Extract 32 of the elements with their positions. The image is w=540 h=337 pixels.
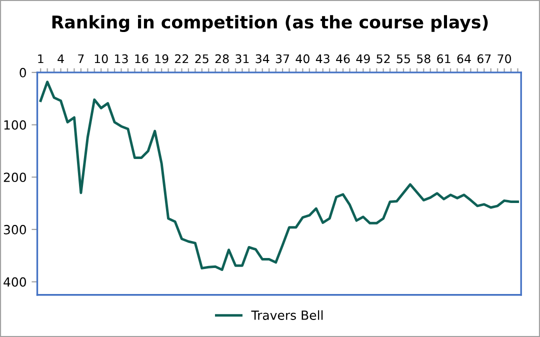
legend-label: Travers Bell — [251, 310, 323, 320]
x-tick-label: 40 — [296, 54, 310, 64]
x-tick-label: 10 — [94, 54, 108, 64]
x-tick-label: 46 — [336, 54, 350, 64]
x-tick-label: 13 — [115, 54, 128, 64]
x-tick-label: 19 — [155, 54, 168, 64]
x-tick-label: 31 — [236, 54, 249, 64]
x-tick-label: 70 — [498, 54, 512, 64]
x-tick-label: 67 — [477, 54, 491, 64]
y-tick-label: 100 — [4, 120, 26, 130]
x-tick-label: 61 — [437, 54, 450, 64]
y-tick-label: 0 — [20, 68, 26, 78]
x-tick-label: 55 — [396, 54, 410, 64]
x-tick-label: 25 — [195, 54, 208, 64]
x-tick-label: 58 — [417, 54, 430, 64]
x-tick-label: 64 — [457, 54, 471, 64]
x-tick-label: 52 — [376, 54, 390, 64]
x-tick-label: 37 — [276, 54, 290, 64]
line-series — [39, 80, 519, 272]
x-tick-label: 43 — [316, 54, 330, 64]
x-tick-label: 16 — [135, 54, 148, 64]
chart-title: Ranking in competition (as the course plays) — [52, 15, 488, 32]
y-tick-label: 300 — [4, 224, 26, 234]
x-tick-label: 49 — [356, 54, 370, 64]
y-tick-label: 200 — [4, 172, 26, 182]
x-tick-label: 34 — [256, 54, 270, 64]
y-tick-label: 400 — [4, 277, 26, 287]
x-tick-label: 22 — [175, 54, 188, 64]
x-tick-label: 1 — [38, 54, 44, 64]
x-tick-label: 4 — [58, 54, 64, 64]
x-tick-label: 7 — [78, 54, 84, 64]
x-tick-label: 28 — [215, 54, 229, 64]
